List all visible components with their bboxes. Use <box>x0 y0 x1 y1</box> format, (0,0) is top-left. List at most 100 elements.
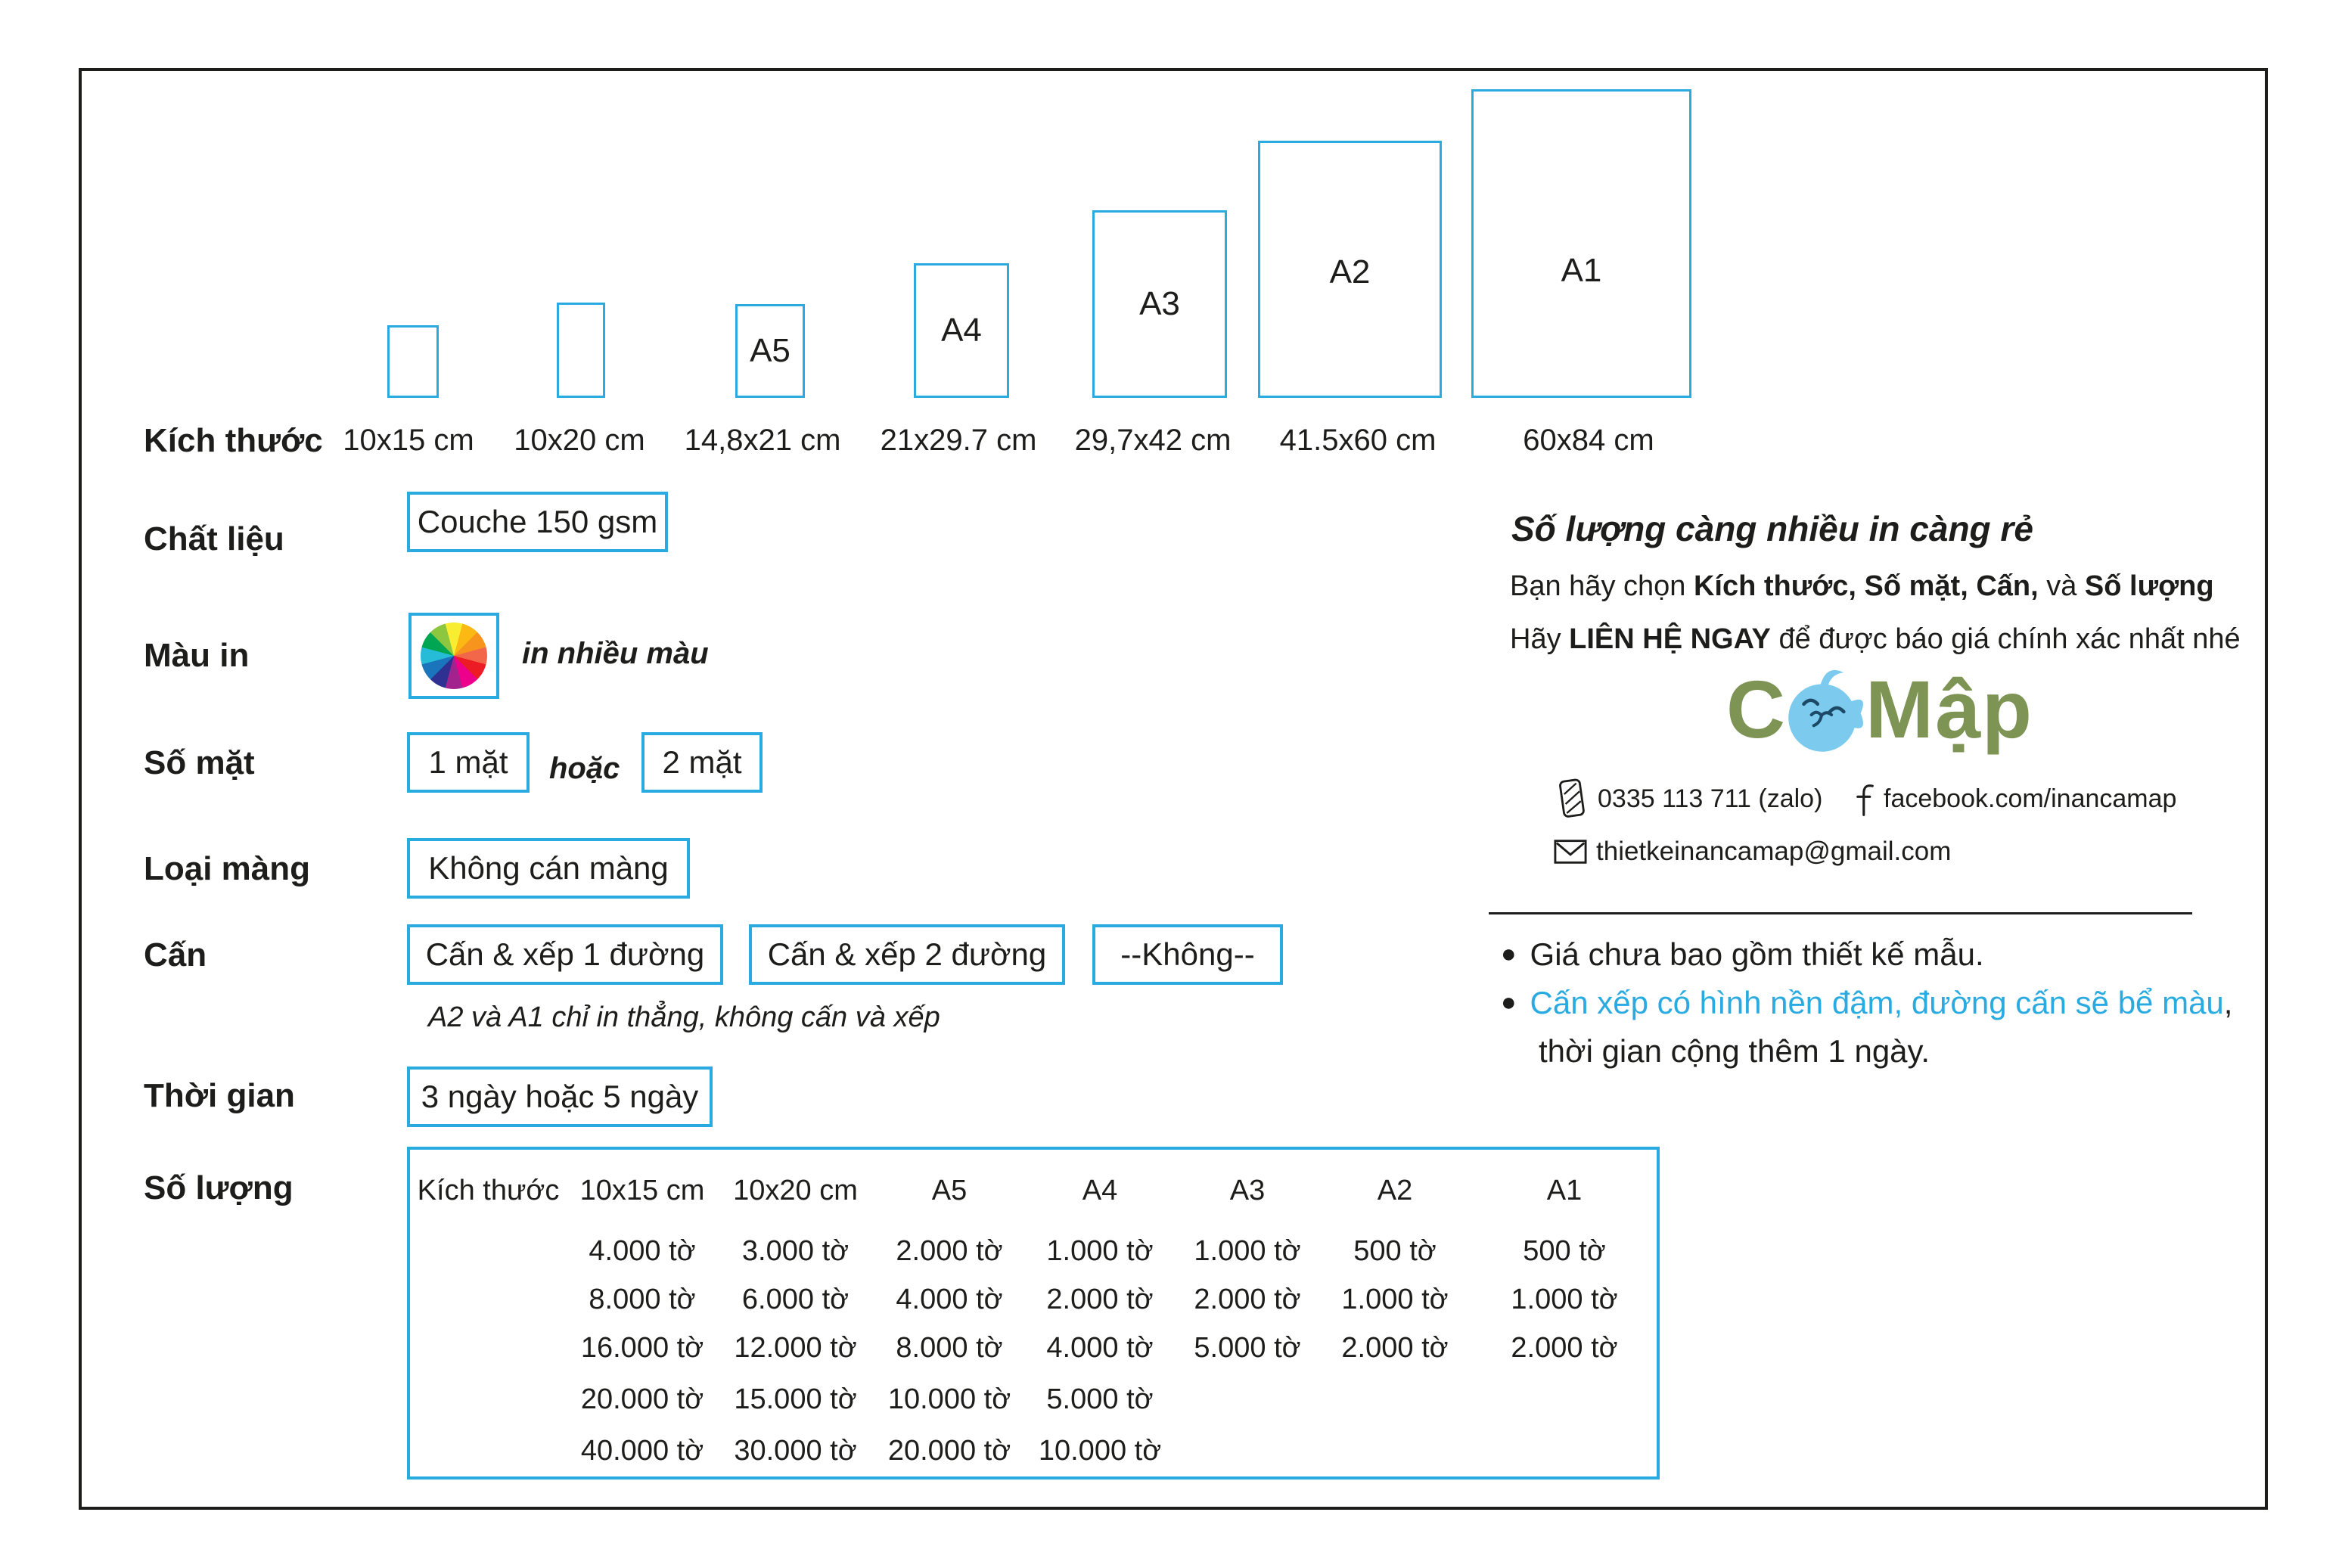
quantity-cell[interactable]: 30.000 tờ <box>734 1435 857 1467</box>
promo-title: Số lượng càng nhiều in càng rẻ <box>1511 509 2033 548</box>
note-item-1: ● Giá chưa bao gồm thiết kế mẫu. <box>1501 936 1984 973</box>
quantity-col-header: A4 <box>1082 1175 1118 1206</box>
promo-line-3: Hãy LIÊN HỆ NGAY để được báo giá chính x… <box>1510 623 2241 656</box>
quantity-cell[interactable]: 5.000 tờ <box>1046 1383 1154 1415</box>
quantity-cell[interactable]: 2.000 tờ <box>1341 1332 1449 1364</box>
quantity-cell[interactable]: 500 tờ <box>1353 1235 1437 1267</box>
email-contact[interactable]: thietkeinancamap@gmail.com <box>1554 834 1951 870</box>
quantity-cell[interactable]: 1.000 tờ <box>1341 1284 1449 1315</box>
promo-line-2: Bạn hãy chọn Kích thước, Số mặt, Cấn, và… <box>1510 570 2214 603</box>
quantity-table-row: 16.000 tờ 12.000 tờ 8.000 tờ 4.000 tờ 5.000 … <box>410 1325 1660 1371</box>
quantity-cell[interactable]: 5.000 tờ <box>1194 1332 1301 1364</box>
color-wheel-icon <box>421 623 487 689</box>
phone-contact[interactable]: 0335 113 711 (zalo) <box>1558 778 1822 820</box>
material-value-box[interactable]: Couche 150 gsm <box>407 492 668 552</box>
promo-line3-pre: Hãy <box>1510 623 1570 655</box>
print-color-box[interactable] <box>408 613 499 699</box>
promo-line3-bold: LIÊN HỆ NGAY <box>1569 623 1771 655</box>
crease-option-2-label: Cấn & xếp 2 đường <box>767 936 1047 972</box>
bullet-icon: ● <box>1501 939 1517 968</box>
page-border <box>79 68 2268 1510</box>
quantity-cell[interactable]: 12.000 tờ <box>734 1332 857 1364</box>
quantity-cell[interactable]: 10.000 tờ <box>1038 1435 1162 1467</box>
facebook-contact[interactable]: facebook.com/inancamap <box>1850 778 2176 820</box>
quantity-cell[interactable]: 2.000 tờ <box>1194 1284 1301 1315</box>
quantity-cell[interactable]: 8.000 tờ <box>896 1332 1003 1364</box>
quantity-cell[interactable]: 20.000 tờ <box>887 1435 1011 1467</box>
turnaround-value-box[interactable]: 3 ngày hoặc 5 ngày <box>407 1067 713 1127</box>
quantity-col-header: Kích thước <box>417 1175 560 1206</box>
quantity-cell <box>1469 1428 1660 1473</box>
quantity-cell[interactable]: 3.000 tờ <box>741 1235 850 1267</box>
size-box-label: A4 <box>941 312 982 349</box>
size-box-label: A2 <box>1329 253 1371 290</box>
quantity-col-header: A2 <box>1377 1175 1413 1206</box>
row-label-size: Kích thước <box>144 422 323 459</box>
quantity-col-header: A3 <box>1229 1175 1266 1206</box>
quantity-cell <box>410 1277 567 1322</box>
fish-icon <box>1778 664 1878 764</box>
quantity-cell[interactable]: 500 tờ <box>1523 1235 1606 1267</box>
sides-option-1[interactable]: 1 mặt <box>407 732 530 793</box>
quantity-table-row: 20.000 tờ 15.000 tờ 10.000 tờ 5.000 tờ <box>410 1377 1660 1422</box>
quantity-cell[interactable]: 2.000 tờ <box>896 1235 1003 1267</box>
note-item-2-highlight: Cấn xếp có hình nền đậm, đường cấn sẽ bể… <box>1530 985 2224 1020</box>
size-box-label: A5 <box>750 332 791 369</box>
crease-option-1[interactable]: Cấn & xếp 1 đường <box>407 924 723 985</box>
quantity-cell[interactable]: 4.000 tờ <box>589 1235 696 1267</box>
quantity-cell[interactable]: 15.000 tờ <box>734 1383 857 1415</box>
row-label-quantity: Số lượng <box>144 1169 294 1206</box>
crease-option-2[interactable]: Cấn & xếp 2 đường <box>749 924 1065 985</box>
quantity-cell <box>1469 1377 1660 1422</box>
bullet-icon: ● <box>1501 988 1517 1017</box>
quantity-cell <box>410 1428 567 1473</box>
promo-line2-pre: Bạn hãy chọn <box>1510 570 1694 602</box>
quantity-cell <box>1321 1428 1469 1473</box>
quantity-cell <box>410 1228 567 1274</box>
quantity-cell[interactable]: 20.000 tờ <box>580 1383 704 1415</box>
size-box-a4[interactable]: A4 <box>914 263 1009 398</box>
size-box-a5[interactable]: A5 <box>735 304 805 398</box>
email-icon <box>1554 839 1587 865</box>
phone-icon <box>1555 776 1589 822</box>
facebook-icon <box>1850 778 1875 819</box>
crease-option-1-label: Cấn & xếp 1 đường <box>425 936 705 972</box>
promo-line2-bold: Kích thước, Số mặt, Cấn, <box>1693 570 2039 602</box>
size-box-10x15[interactable] <box>387 325 439 398</box>
crease-option-none[interactable]: --Không-- <box>1092 924 1283 985</box>
sides-separator: hoặc <box>549 752 620 785</box>
quantity-col-header: A5 <box>931 1175 968 1206</box>
quantity-cell[interactable]: 1.000 tờ <box>1511 1284 1618 1315</box>
size-box-a3[interactable]: A3 <box>1092 210 1227 398</box>
phone-number: 0335 113 711 (zalo) <box>1598 784 1823 813</box>
quantity-cell[interactable]: 40.000 tờ <box>580 1435 704 1467</box>
quantity-table-row: 8.000 tờ 6.000 tờ 4.000 tờ 2.000 tờ 2.000 tờ… <box>410 1277 1660 1322</box>
quantity-cell[interactable]: 8.000 tờ <box>589 1284 696 1315</box>
size-box-a2[interactable]: A2 <box>1258 141 1442 398</box>
promo-line2-bold2: Số lượng <box>2084 570 2214 602</box>
quantity-cell[interactable]: 4.000 tờ <box>896 1284 1003 1315</box>
material-value: Couche 150 gsm <box>417 504 658 539</box>
sides-option-2-label: 2 mặt <box>662 744 742 780</box>
sides-option-2[interactable]: 2 mặt <box>641 732 763 793</box>
brand-logo: C Mập <box>1726 664 2033 764</box>
sides-option-1-label: 1 mặt <box>428 744 508 780</box>
row-label-material: Chất liệu <box>144 520 284 557</box>
size-box-a1[interactable]: A1 <box>1471 89 1691 398</box>
lamination-value-box[interactable]: Không cán màng <box>407 838 690 899</box>
quantity-cell[interactable]: 1.000 tờ <box>1046 1235 1154 1267</box>
quantity-cell[interactable]: 2.000 tờ <box>1046 1284 1154 1315</box>
quantity-cell[interactable]: 16.000 tờ <box>580 1332 704 1364</box>
quantity-cell[interactable]: 2.000 tờ <box>1511 1332 1618 1364</box>
quantity-col-header: 10x15 cm <box>579 1175 705 1206</box>
quantity-cell[interactable]: 1.000 tờ <box>1194 1235 1301 1267</box>
size-box-10x20[interactable] <box>557 303 605 398</box>
size-dim-label: 10x15 cm <box>343 424 474 457</box>
quantity-cell[interactable]: 4.000 tờ <box>1046 1332 1154 1364</box>
quantity-cell[interactable]: 10.000 tờ <box>887 1383 1011 1415</box>
size-box-label: A3 <box>1139 285 1180 322</box>
quantity-table-header-row: Kích thước 10x15 cm 10x20 cm A5 A4 A3 A2 A1 <box>410 1168 1660 1213</box>
quantity-cell[interactable]: 6.000 tờ <box>741 1284 850 1315</box>
turnaround-value: 3 ngày hoặc 5 ngày <box>421 1079 699 1114</box>
size-dim-label: 14,8x21 cm <box>684 424 841 457</box>
